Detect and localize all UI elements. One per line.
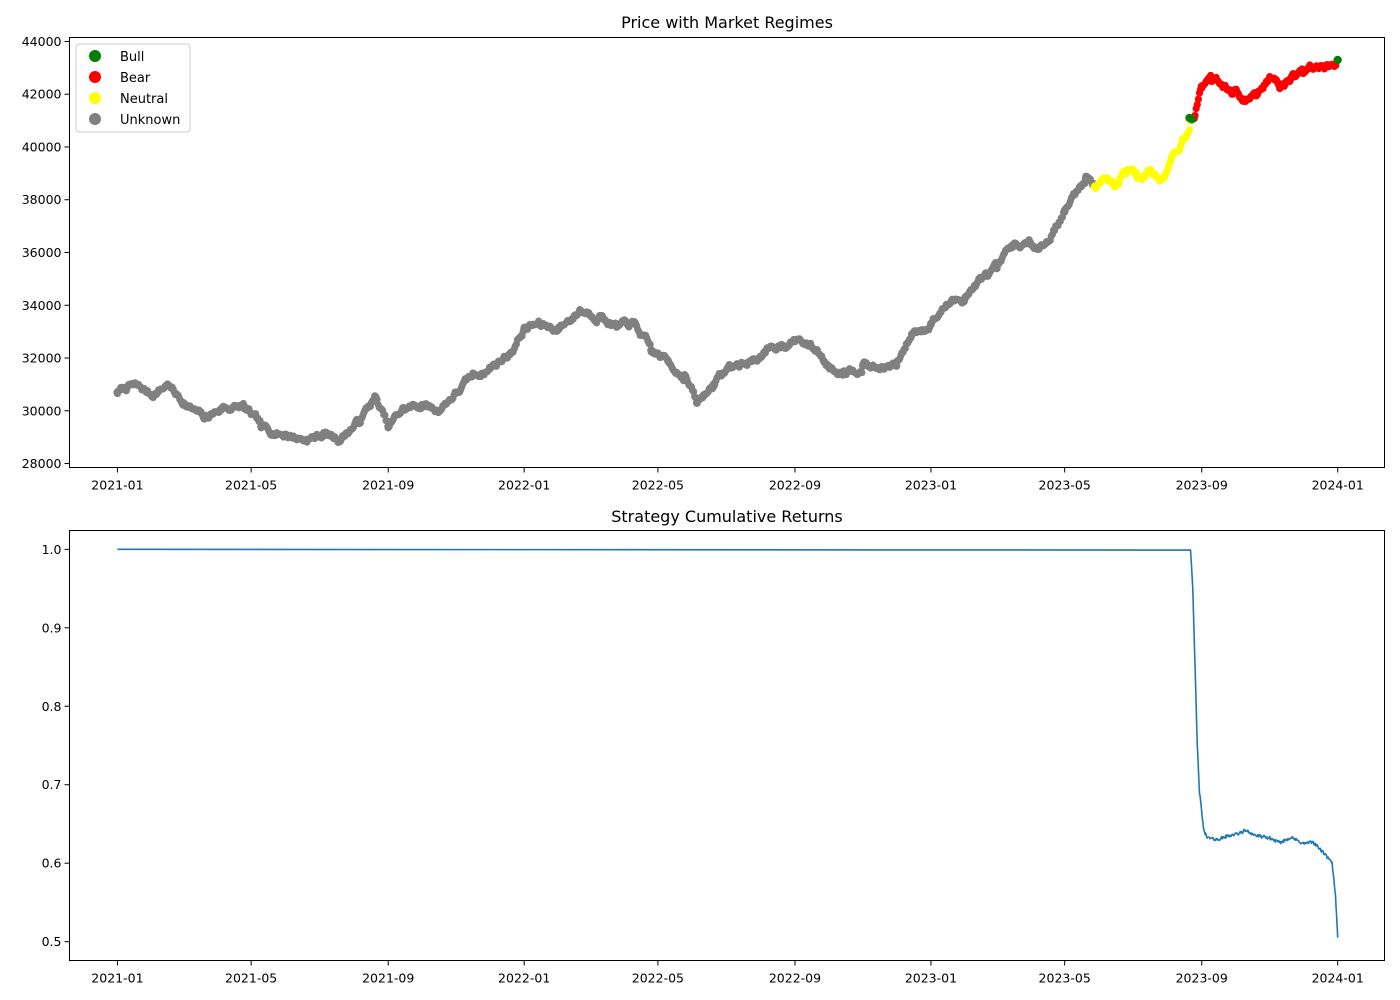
returns-axes-frame <box>69 530 1385 961</box>
cumulative-returns-line <box>117 548 1339 938</box>
series-bull-top <box>1185 55 1342 124</box>
x-tick-label: 2022-05 <box>632 971 684 986</box>
x-tick-label: 2021-01 <box>91 971 143 986</box>
x-tick-label: 2024-01 <box>1312 971 1364 986</box>
price-point <box>1185 126 1194 134</box>
x-tick-label: 2022-09 <box>769 478 821 493</box>
x-tick-label: 2023-09 <box>1176 478 1228 493</box>
y-tick-label: 28000 <box>22 456 62 471</box>
x-tick-label: 2022-09 <box>769 971 821 986</box>
y-tick-label: 1.0 <box>42 542 62 557</box>
series-bear <box>1189 60 1340 123</box>
x-tick-label: 2021-05 <box>225 971 277 986</box>
y-tick-label: 42000 <box>22 87 62 102</box>
y-tick-label: 0.5 <box>42 934 62 949</box>
returns-axes-ticks: 2021-01 2021-05 2021-09 2022-01 2022-05 2022-… <box>42 542 1364 986</box>
price-point <box>1081 180 1089 188</box>
x-tick-label: 2022-01 <box>498 971 550 986</box>
legend-label-neutral: Neutral <box>120 92 168 107</box>
legend-label-bear: Bear <box>120 71 151 86</box>
price-point <box>1194 95 1202 103</box>
x-tick-label: 2022-01 <box>498 478 550 493</box>
returns-line-marks <box>117 548 1339 938</box>
x-tick-label: 2021-09 <box>362 478 414 493</box>
y-tick-label: 0.6 <box>42 856 62 871</box>
price-point <box>646 340 654 348</box>
x-tick-label: 2021-05 <box>225 478 277 493</box>
price-point <box>1193 100 1201 109</box>
legend-marker-bear <box>89 71 101 83</box>
x-tick-label: 2023-01 <box>905 478 957 493</box>
x-tick-label: 2023-09 <box>1176 971 1228 986</box>
chart-title: Strategy Cumulative Returns <box>611 507 842 526</box>
legend-marker-neutral <box>89 92 101 104</box>
y-tick-label: 44000 <box>22 34 62 49</box>
cumulative-returns-chart: Strategy Cumulative Returns 2021-01 2021-… <box>42 507 1385 986</box>
y-tick-label: 0.8 <box>42 699 62 714</box>
price-point <box>381 411 389 419</box>
price-axes-frame <box>69 37 1385 468</box>
x-tick-label: 2023-05 <box>1039 478 1091 493</box>
series-unknown <box>113 172 1098 447</box>
x-tick-label: 2021-09 <box>362 971 414 986</box>
y-tick-label: 30000 <box>22 403 62 418</box>
legend-label-unknown: Unknown <box>120 113 180 128</box>
price-scatter-marks <box>113 55 1342 447</box>
y-tick-label: 36000 <box>22 245 62 260</box>
bull-point <box>1187 115 1196 124</box>
x-tick-label: 2024-01 <box>1312 478 1364 493</box>
series-neutral <box>1090 116 1195 193</box>
bull-point <box>1333 55 1342 65</box>
price-axes-ticks: 2021-01 2021-05 2021-09 2022-01 2022-05 2022-… <box>22 34 1364 493</box>
regime-legend: Bull Bear Neutral Unknown <box>75 43 191 133</box>
y-tick-label: 0.7 <box>42 777 62 792</box>
legend-marker-unknown <box>89 113 101 125</box>
price-point <box>1330 62 1338 71</box>
y-tick-label: 0.9 <box>42 620 62 635</box>
legend-frame <box>75 43 191 133</box>
x-tick-label: 2022-05 <box>632 478 684 493</box>
price-point <box>858 368 866 377</box>
price-regimes-chart: Price with Market Regimes 2021-01 2021-05… <box>22 13 1385 493</box>
y-tick-label: 32000 <box>22 351 62 366</box>
x-tick-label: 2023-01 <box>905 971 957 986</box>
price-point <box>1132 168 1140 176</box>
legend-label-bull: Bull <box>120 50 144 65</box>
y-tick-label: 34000 <box>22 298 62 313</box>
legend-marker-bull <box>89 50 101 62</box>
y-tick-label: 40000 <box>22 139 62 154</box>
y-tick-label: 38000 <box>22 192 62 207</box>
x-tick-label: 2023-05 <box>1039 971 1091 986</box>
x-tick-label: 2021-01 <box>91 478 143 493</box>
chart-title: Price with Market Regimes <box>621 13 833 32</box>
